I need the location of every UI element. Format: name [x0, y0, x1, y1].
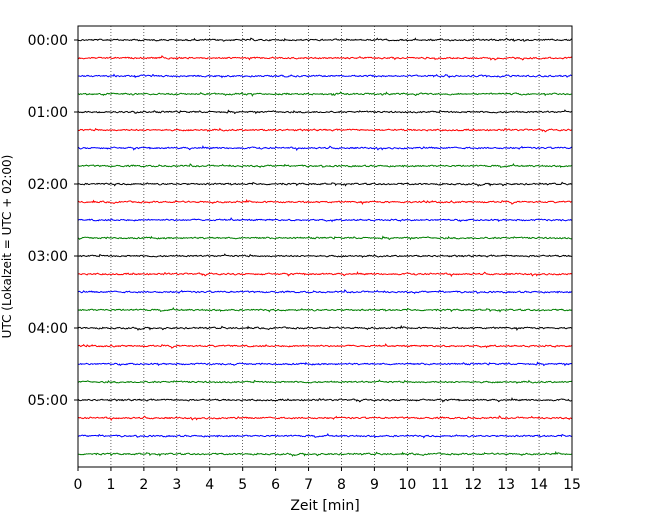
y-axis-ticks: 00:00 01:00 02:00 03:00 04:00 05:00	[28, 33, 78, 409]
x-tick-label: 5	[238, 477, 247, 493]
x-tick-label: 9	[370, 477, 379, 493]
trace-line	[77, 235, 573, 241]
trace-line	[77, 109, 573, 115]
x-tick-label: 14	[530, 477, 548, 493]
trace-line	[77, 37, 573, 42]
trace-line	[77, 361, 573, 367]
x-tick-label: 7	[304, 477, 313, 493]
y-tick-label: 02:00	[28, 177, 68, 193]
trace-line	[77, 306, 573, 313]
vertical-grid	[110, 26, 540, 467]
trace-line	[77, 73, 573, 79]
x-tick-label: 4	[205, 477, 214, 493]
trace-line	[77, 379, 573, 385]
trace-line	[77, 198, 573, 205]
y-tick-label: 00:00	[28, 33, 68, 49]
trace-line	[77, 271, 573, 278]
trace-line	[77, 145, 573, 152]
trace-line	[77, 127, 573, 133]
trace-line	[77, 253, 573, 259]
x-tick-label: 12	[464, 477, 482, 493]
x-tick-label: 1	[106, 477, 115, 493]
y-tick-label: 05:00	[28, 393, 68, 409]
trace-line	[77, 289, 573, 295]
trace-line	[77, 91, 573, 97]
plot-frame	[77, 25, 573, 468]
trace-line	[77, 181, 573, 187]
y-axis-label: UTC (Lokalzeit = UTC + 02:00)	[0, 155, 14, 339]
trace-line	[77, 324, 573, 331]
y-tick-label: 04:00	[28, 321, 68, 337]
x-axis-ticks: 0 1 2 3 4 5 6 7 8 9 10 11 12 13 14 15	[74, 467, 581, 493]
seismic-traces	[77, 37, 573, 457]
x-tick-label: 0	[74, 477, 83, 493]
x-tick-label: 3	[172, 477, 181, 493]
trace-line	[77, 55, 573, 61]
x-tick-label: 8	[337, 477, 346, 493]
x-tick-label: 15	[563, 477, 581, 493]
x-tick-label: 10	[398, 477, 416, 493]
x-tick-label: 6	[271, 477, 280, 493]
trace-line	[77, 217, 573, 223]
x-tick-label: 13	[497, 477, 515, 493]
x-tick-label: 2	[139, 477, 148, 493]
trace-line	[77, 397, 573, 403]
y-tick-label: 01:00	[28, 105, 68, 121]
trace-line	[77, 432, 573, 439]
y-tick-label: 03:00	[28, 249, 68, 265]
trace-line	[77, 415, 573, 422]
x-tick-label: 11	[431, 477, 449, 493]
trace-line	[77, 343, 573, 349]
trace-line	[77, 162, 573, 169]
x-axis-label: Zeit [min]	[290, 498, 359, 514]
trace-line	[77, 450, 573, 457]
